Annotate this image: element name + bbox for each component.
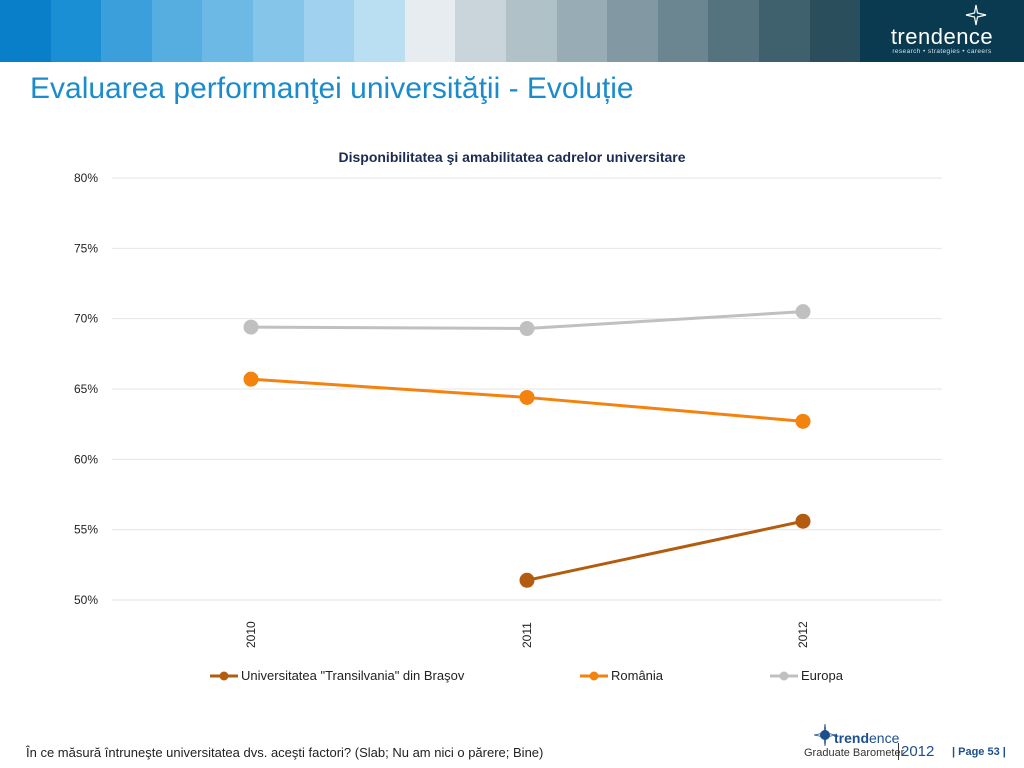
- header-band: [607, 0, 658, 62]
- data-point: [795, 413, 811, 429]
- data-point: [519, 321, 535, 337]
- footer-question: În ce măsură întruneşte universitatea dv…: [26, 745, 544, 760]
- compass-star-icon: [814, 724, 836, 746]
- header-band: [50, 0, 102, 62]
- brand-logo-text: trendence: [890, 24, 994, 49]
- footer-logo-text: trendence: [834, 730, 899, 746]
- brand-block: trendence research • strategies • career…: [860, 0, 1024, 62]
- y-tick-label: 50%: [74, 593, 98, 607]
- legend-label: România: [611, 668, 664, 683]
- legend-label: Europa: [801, 668, 844, 683]
- series-line: [526, 519, 804, 582]
- header-color-bands: [0, 0, 1024, 62]
- y-gridlines: [112, 177, 942, 601]
- y-tick-label: 75%: [74, 241, 98, 255]
- brand-tagline: research • strategies • careers: [892, 48, 992, 55]
- footer-logo-subtitle: Graduate Barometer: [804, 747, 905, 759]
- header-band: [758, 0, 810, 62]
- x-tick-label: 2011: [520, 622, 534, 648]
- data-point: [243, 319, 259, 335]
- legend-swatch-marker: [219, 671, 229, 681]
- y-tick-label: 65%: [74, 382, 98, 396]
- header-band: [657, 0, 709, 62]
- data-point: [519, 572, 535, 588]
- header-band: [252, 0, 304, 62]
- legend-swatch-marker: [779, 671, 789, 681]
- y-tick-label: 70%: [74, 312, 98, 326]
- line-chart: Disponibilitatea şi amabilitatea cadrelo…: [74, 149, 942, 683]
- data-point: [795, 513, 811, 529]
- y-tick-labels: 50% 55% 60% 65% 70% 75% 80%: [74, 171, 98, 607]
- y-tick-label: 55%: [74, 523, 98, 537]
- series-lines: [243, 304, 811, 588]
- header-band: [404, 0, 456, 62]
- page-title: Evaluarea performanţei universităţii - E…: [30, 72, 634, 105]
- x-tick-labels: 2010 2011 2012: [244, 621, 810, 648]
- header-band: [809, 0, 861, 62]
- data-point: [519, 389, 535, 405]
- chart-title: Disponibilitatea şi amabilitatea cadrelo…: [338, 149, 685, 165]
- header-band: [505, 0, 557, 62]
- footer-logo-trend: trend: [834, 730, 869, 746]
- legend: Universitatea "Transilvania" din Braşov R…: [210, 668, 844, 683]
- header-band: [151, 0, 203, 62]
- header-band: [354, 0, 405, 62]
- header-band: [0, 0, 51, 62]
- header-band: [101, 0, 152, 62]
- header-band: [708, 0, 759, 62]
- header-band: [202, 0, 253, 62]
- x-tick-label: 2012: [796, 621, 810, 648]
- footer-logo-year: 2012: [898, 743, 934, 760]
- page-number: | Page 53 |: [952, 746, 1006, 758]
- footer-logo-ence: ence: [869, 730, 900, 746]
- data-point: [243, 371, 259, 387]
- compass-star-icon: [965, 4, 987, 26]
- y-tick-label: 60%: [74, 452, 98, 466]
- data-point: [795, 304, 811, 320]
- legend-swatch-marker: [589, 671, 599, 681]
- header-band: [556, 0, 608, 62]
- x-tick-label: 2010: [244, 621, 258, 648]
- y-tick-label: 80%: [74, 171, 98, 185]
- header-band: [303, 0, 355, 62]
- legend-label: Universitatea "Transilvania" din Braşov: [241, 668, 465, 683]
- header-band: [455, 0, 506, 62]
- footer-logo: trendence Graduate Barometer 2012: [804, 722, 934, 766]
